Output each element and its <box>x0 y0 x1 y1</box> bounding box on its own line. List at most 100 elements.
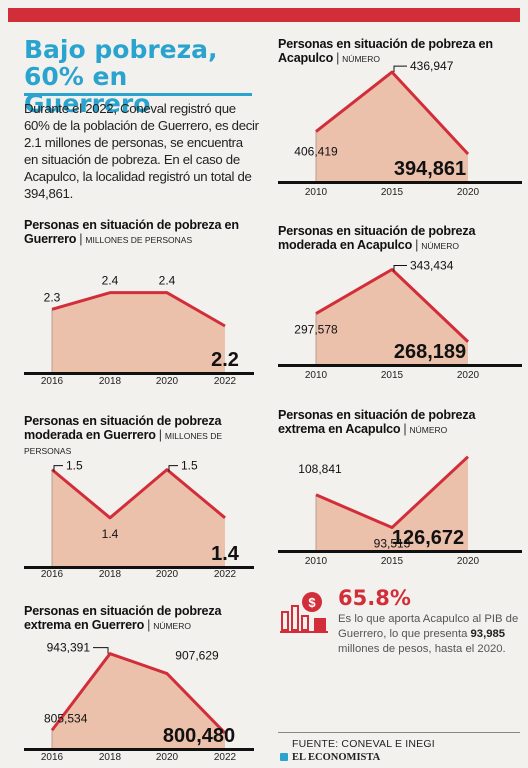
data-label-highlight: 126,672 <box>392 527 464 549</box>
chart-unit-label: NÚMERO <box>342 54 380 64</box>
x-tick-label: 2016 <box>41 569 64 580</box>
chart-title-moderada-guerrero: Personas en situación de pobreza moderad… <box>24 414 223 456</box>
data-label: 943,391 <box>47 641 91 655</box>
chart-unit-label: NÚMERO <box>409 425 448 435</box>
data-label: 2.4 <box>102 274 119 288</box>
x-tick-label: 2018 <box>99 569 122 580</box>
intro-paragraph: Durante el 2022, Coneval registró que 60… <box>24 101 259 201</box>
chart-extrema-guerrero-group: 2016 2018 2020 2022 805,534 943,391 907,629 800… <box>24 641 254 763</box>
footer-rule <box>278 732 520 733</box>
chart-title-text: Personas en situación de pobreza moderad… <box>278 224 476 252</box>
chart-title-extrema-acapulco: Personas en situación de pobreza extrema… <box>278 408 476 436</box>
chart-unit-label: MILLONES DE PERSONAS <box>24 431 223 456</box>
series-line <box>315 268 470 343</box>
finance-icon: $ <box>280 592 328 633</box>
data-label-highlight: 1.4 <box>211 543 240 565</box>
data-label: 2.4 <box>159 274 176 288</box>
label-leader <box>393 265 407 272</box>
area-fill <box>316 269 468 364</box>
data-label-highlight: 268,189 <box>394 341 466 363</box>
callout-highlight: 93,985 <box>470 628 506 640</box>
x-tick-label: 2015 <box>381 187 404 198</box>
brand-name: EL ECONOMISTA <box>292 752 381 763</box>
x-tick-label: 2018 <box>99 752 122 763</box>
top-red-bar <box>8 8 520 22</box>
chart-title-pobreza-guerrero: Personas en situación de pobreza en Guer… <box>24 218 239 246</box>
x-tick-label: 2016 <box>41 376 64 387</box>
data-label: 2.3 <box>44 290 61 304</box>
brand-icon <box>280 753 288 761</box>
data-label: 93,513 <box>374 537 411 551</box>
label-leader <box>93 647 109 654</box>
callout-text: Es lo que aporta Acapulco al PIB de Guer… <box>338 612 522 657</box>
x-tick-label: 2015 <box>381 370 404 381</box>
x-tick-label: 2020 <box>457 187 480 198</box>
chart-unit-label: NÚMERO <box>153 621 191 631</box>
data-label-highlight: 2.2 <box>211 349 239 371</box>
data-label: 297,578 <box>294 323 338 337</box>
series-line <box>51 468 226 520</box>
chart-title-text: Personas en situación de pobreza en Acap… <box>278 37 493 65</box>
x-tick-label: 2022 <box>214 752 237 763</box>
x-tick-label: 2020 <box>156 569 179 580</box>
area-fill <box>52 653 225 748</box>
area-fill <box>52 292 225 372</box>
label-leader <box>393 65 407 73</box>
label-leader <box>53 465 63 472</box>
area-fill <box>316 72 468 181</box>
callout-text-after: millones de pesos, hasta el 2020. <box>338 643 506 655</box>
series-line <box>315 455 470 530</box>
series-line <box>315 70 470 156</box>
chart-title-extrema-guerrero: Personas en situación de pobreza extrema… <box>24 604 222 632</box>
label-leader <box>168 465 178 472</box>
series-line <box>51 291 226 328</box>
percent-value: 65.8% <box>338 586 411 610</box>
callout-text-before: Es lo que aporta Acapulco al PIB de Guer… <box>338 613 519 640</box>
chart-title-moderada-acapulco: Personas en situación de pobreza moderad… <box>278 224 476 252</box>
x-tick-label: 2020 <box>457 370 480 381</box>
area-fill <box>316 456 468 550</box>
data-label: 907,629 <box>175 649 219 663</box>
source-note: FUENTE: CONEVAL E INEGI <box>292 738 435 750</box>
x-tick-label: 2018 <box>99 376 122 387</box>
data-label: 406,419 <box>294 145 338 159</box>
series-line <box>50 652 227 735</box>
x-tick-label: 2016 <box>41 752 64 763</box>
data-label: 1.4 <box>102 527 119 541</box>
area-fill <box>52 469 225 566</box>
chart-title-text: Personas en situación de pobreza extrema… <box>24 604 222 632</box>
chart-pobreza-guerrero-group: 2016 2018 2020 2022 2.3 2.4 2.4 2.2 <box>24 274 254 387</box>
brand-logo: EL ECONOMISTA <box>280 752 381 763</box>
chart-moderada-acapulco-group: 2010 2015 2020 297,578 343,434 268,189 <box>278 259 522 381</box>
data-label: 1.5 <box>181 459 198 473</box>
chart-title-pobreza-acapulco: Personas en situación de pobreza en Acap… <box>278 37 493 65</box>
svg-text:$: $ <box>308 595 316 610</box>
coin-shape <box>302 592 322 612</box>
chart-title-text: Personas en situación de pobreza extrema… <box>278 408 476 436</box>
data-label: 108,841 <box>298 462 342 476</box>
data-label: 1.5 <box>66 459 83 473</box>
x-tick-label: 2010 <box>305 187 328 198</box>
title-underline <box>24 93 252 96</box>
x-tick-label: 2020 <box>156 376 179 387</box>
page-title-line1: Bajo pobreza, <box>24 35 218 64</box>
chart-title-text: Personas en situación de pobreza en Guer… <box>24 218 239 246</box>
x-tick-label: 2022 <box>214 569 237 580</box>
data-label: 805,534 <box>44 711 88 725</box>
data-label-highlight: 800,480 <box>163 725 235 747</box>
data-label-highlight: 394,861 <box>394 158 466 180</box>
data-label: 343,434 <box>410 259 454 273</box>
x-tick-label: 2020 <box>457 556 480 567</box>
chart-moderada-guerrero-group: 2016 2018 2020 2022 1.5 1.4 1.5 1.4 <box>24 459 254 580</box>
chart-title-text: Personas en situación de pobreza moderad… <box>24 414 222 442</box>
x-tick-label: 2020 <box>156 752 179 763</box>
chart-unit-label: MILLONES DE PERSONAS <box>85 235 193 245</box>
x-tick-label: 2015 <box>381 556 404 567</box>
x-tick-label: 2010 <box>305 556 328 567</box>
x-tick-label: 2022 <box>214 376 237 387</box>
x-tick-label: 2010 <box>305 370 328 381</box>
chart-unit-label: NÚMERO <box>421 241 459 251</box>
pib-callout: $ 65.8% Es lo que aporta Acapulco al PIB… <box>278 586 524 678</box>
